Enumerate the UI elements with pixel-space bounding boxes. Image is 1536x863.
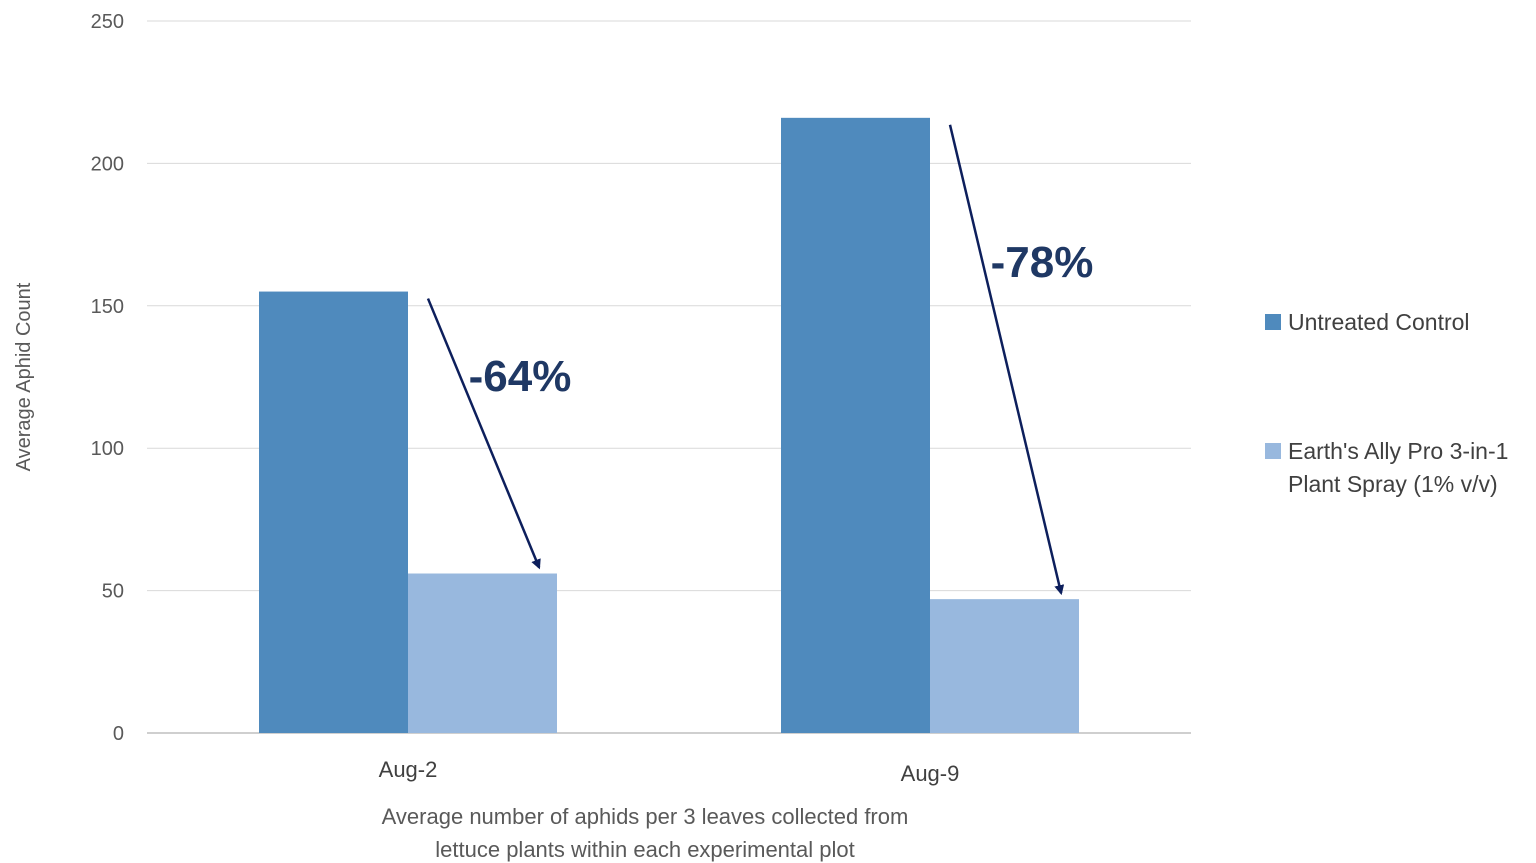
legend-label-line-2: Plant Spray (1% v/v) <box>1288 471 1498 497</box>
y-axis-title: Average Aphid Count <box>13 282 35 471</box>
bars <box>259 117 1079 733</box>
y-tick-label: 50 <box>102 581 124 603</box>
y-tick-label: 250 <box>91 11 124 33</box>
x-category-label: Aug-2 <box>379 757 438 782</box>
bar-untreated-control-aug-2 <box>259 291 408 733</box>
y-tick-label: 0 <box>113 723 124 745</box>
reduction-arrow <box>426 298 541 570</box>
bar-earths-ally-aug-2 <box>408 573 557 733</box>
legend-swatch-earths-ally <box>1265 443 1281 459</box>
reduction-arrow <box>948 124 1065 596</box>
legend-item-untreated-control: Untreated Control <box>1265 309 1470 335</box>
x-axis-categories: Aug-2 Aug-9 <box>379 757 960 786</box>
bar-earths-ally-aug-9 <box>930 599 1079 733</box>
reduction-percent-label: -64% <box>469 352 572 401</box>
legend-swatch-untreated-control <box>1265 314 1281 330</box>
y-tick-label: 200 <box>91 153 124 175</box>
legend: Untreated Control Earth's Ally Pro 3-in-… <box>1265 309 1508 497</box>
x-axis-title-line-1: Average number of aphids per 3 leaves co… <box>382 804 909 829</box>
x-axis-title-line-2: lettuce plants within each experimental … <box>435 837 854 862</box>
legend-label: Untreated Control <box>1288 309 1470 335</box>
legend-label-line-1: Earth's Ally Pro 3-in-1 <box>1288 438 1508 464</box>
y-tick-label: 150 <box>91 296 124 318</box>
x-category-label: Aug-9 <box>901 761 960 786</box>
y-tick-label: 100 <box>91 438 124 460</box>
annotations: -64% -78% <box>426 124 1094 596</box>
y-axis-ticks: 0 50 100 150 200 250 <box>91 11 124 745</box>
legend-item-earths-ally: Earth's Ally Pro 3-in-1 Plant Spray (1% … <box>1265 438 1508 497</box>
bar-untreated-control-aug-9 <box>781 117 930 733</box>
reduction-percent-label: -78% <box>991 238 1094 287</box>
